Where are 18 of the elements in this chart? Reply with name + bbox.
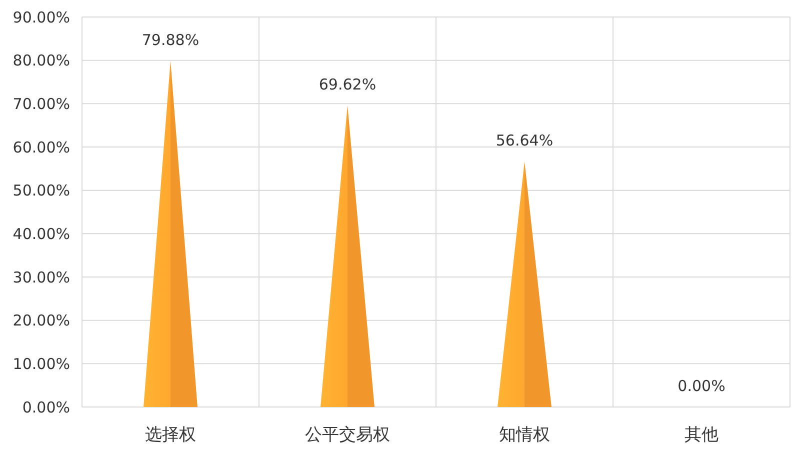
y-tick-label: 0.00% — [22, 398, 70, 416]
y-tick-label: 70.00% — [12, 94, 70, 113]
y-tick-label: 30.00% — [12, 268, 70, 286]
data-label: 69.62% — [318, 75, 376, 94]
y-tick-label: 60.00% — [12, 138, 70, 156]
x-tick-label: 选择权 — [145, 425, 196, 445]
x-tick-label: 其他 — [684, 425, 718, 445]
y-tick-label: 90.00% — [12, 8, 70, 26]
data-label: 56.64% — [496, 132, 554, 150]
y-tick-label: 40.00% — [12, 224, 70, 243]
data-label: 0.00% — [678, 377, 726, 395]
x-tick-label: 公平交易权 — [305, 425, 390, 445]
y-tick-label: 80.00% — [12, 52, 70, 70]
y-tick-label: 20.00% — [12, 312, 70, 330]
x-tick-label: 知情权 — [499, 425, 550, 445]
y-tick-label: 50.00% — [12, 182, 70, 200]
data-label: 79.88% — [142, 30, 200, 49]
y-tick-label: 10.00% — [12, 354, 70, 373]
